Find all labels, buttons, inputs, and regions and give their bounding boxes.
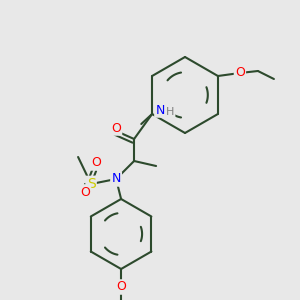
Text: O: O [116, 280, 126, 293]
Text: N: N [111, 172, 121, 185]
Text: O: O [80, 185, 90, 199]
Text: O: O [111, 122, 121, 134]
Text: H: H [166, 107, 174, 117]
Text: N: N [155, 103, 165, 116]
Text: S: S [87, 177, 95, 191]
Text: O: O [235, 67, 245, 80]
Text: O: O [91, 157, 101, 169]
